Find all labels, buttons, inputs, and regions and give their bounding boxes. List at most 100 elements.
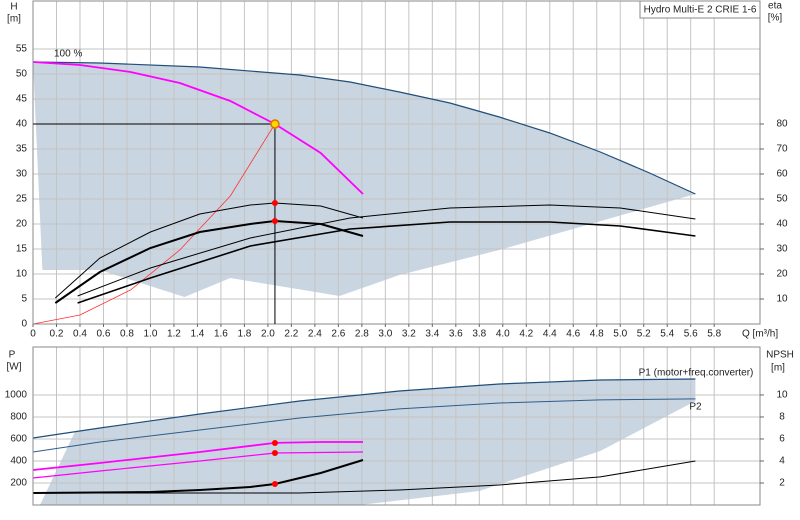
x-tick-label: 2.6 [331, 329, 345, 340]
y2-tick-label: 8 [779, 412, 785, 423]
curve [32, 441, 363, 471]
annotation: 100 % [54, 49, 82, 60]
y-tick-label: 50 [16, 69, 28, 80]
x-tick-label: 4.2 [519, 329, 533, 340]
x-tick-label: 1.0 [143, 329, 157, 340]
curve [32, 459, 364, 494]
x-tick-label: 2.4 [308, 329, 322, 340]
point [271, 439, 278, 446]
y-tick-label: 400 [10, 456, 27, 467]
y2-tick-label: 6 [779, 434, 785, 445]
y-tick-label: 800 [10, 412, 27, 423]
y-label: P [9, 350, 16, 361]
y2-tick-label: 2 [779, 478, 785, 489]
x-tick-label: 3.8 [472, 329, 486, 340]
point [271, 449, 278, 456]
x-tick-label: 4.6 [566, 329, 580, 340]
curve [32, 378, 696, 439]
x-tick-label: 3.4 [425, 329, 439, 340]
plot-frame [32, 346, 761, 506]
y2-tick-label: 10 [776, 390, 788, 401]
curve [32, 398, 696, 453]
x-label: Q [m³/h] [742, 329, 778, 340]
x-tick-label: 1.2 [167, 329, 181, 340]
y2-label: eta [768, 1, 782, 12]
y2-tick-label: 80 [776, 119, 788, 130]
y-tick-label: 45 [16, 94, 28, 105]
title-box [639, 0, 761, 19]
y2-tick-label: 10 [776, 294, 788, 305]
x-tick-label: 4.4 [543, 329, 557, 340]
x-tick-label: 5.8 [707, 329, 721, 340]
y-tick-label: 30 [16, 169, 28, 180]
plot-layer: 0 0.2 0.4 0.6 0.8 1.0 1.2 1.4 1.6 1.8 2.0 2.2 2.4 2.6… [5, 0, 788, 506]
y-tick-label: 600 [10, 434, 27, 445]
y-tick-label: 10 [16, 269, 28, 280]
y-tick-label: 15 [16, 244, 28, 255]
x-tick-label: 5.6 [684, 329, 698, 340]
y-unit: [W] [7, 362, 22, 373]
y2-tick-label: 40 [776, 219, 788, 230]
x-tick-label: 1.6 [214, 329, 228, 340]
y-tick-label: 20 [16, 219, 28, 230]
x-tick-label: 0.2 [50, 329, 64, 340]
curve [32, 451, 364, 479]
y2-tick-label: 70 [776, 144, 788, 155]
x-tick-label: 0.6 [97, 329, 111, 340]
x-tick-label: 5.0 [613, 329, 627, 340]
point [271, 218, 278, 224]
range-area [40, 379, 696, 505]
y-tick-label: 5 [21, 294, 27, 305]
x-tick-label: 1.8 [237, 329, 251, 340]
y2-tick-label: 50 [776, 194, 788, 205]
x-tick-label: 0.8 [120, 329, 134, 340]
y-label: H [10, 2, 17, 13]
y-unit: [m] [7, 14, 21, 25]
x-tick-label: 4.0 [496, 329, 510, 340]
point [271, 200, 278, 206]
x-tick-label: 4.8 [590, 329, 604, 340]
y2-tick-label: 4 [779, 456, 785, 467]
series-label: P2 [689, 402, 702, 413]
curve [77, 221, 696, 304]
series-label: P1 (motor+freq.converter) [639, 368, 754, 379]
duty-point [270, 119, 280, 129]
curve [32, 61, 364, 195]
y-tick-label: 200 [10, 478, 27, 489]
y2-unit: [m] [771, 363, 785, 374]
x-tick-label: 0 [30, 329, 36, 340]
y-tick-label: 0 [21, 319, 27, 330]
chart-title: Hydro Multi-E 2 CRIE 1-6 [644, 5, 757, 16]
x-tick-label: 5.4 [660, 329, 674, 340]
y2-tick-label: 20 [776, 269, 788, 280]
y-tick-label: 1000 [5, 390, 28, 401]
x-tick-label: 1.4 [190, 329, 204, 340]
x-tick-label: 2.8 [355, 329, 369, 340]
curve [32, 61, 696, 195]
x-tick-label: 0.4 [73, 329, 87, 340]
background-layer [40, 379, 696, 505]
curve [77, 204, 696, 297]
curve [33, 460, 696, 494]
curve [32, 123, 276, 325]
y-tick-label: 40 [16, 119, 28, 130]
curve [54, 219, 364, 304]
x-tick-label: 2.2 [284, 329, 298, 340]
range-area [33, 62, 696, 297]
y2-tick-label: 60 [776, 169, 788, 180]
y-tick-label: 35 [16, 144, 28, 155]
y2-tick-label: 30 [776, 244, 788, 255]
x-tick-label: 3.6 [449, 329, 463, 340]
background-layer [33, 62, 696, 297]
y-tick-label: 25 [16, 194, 28, 205]
x-tick-label: 3.2 [402, 329, 416, 340]
plot-frame [32, 0, 761, 325]
y2-unit: [%] [768, 13, 783, 24]
curve [54, 202, 364, 299]
x-tick-label: 5.2 [637, 329, 651, 340]
y2-label: NPSH [766, 350, 794, 361]
x-tick-label: 3.0 [378, 329, 392, 340]
x-tick-label: 2.0 [261, 329, 275, 340]
